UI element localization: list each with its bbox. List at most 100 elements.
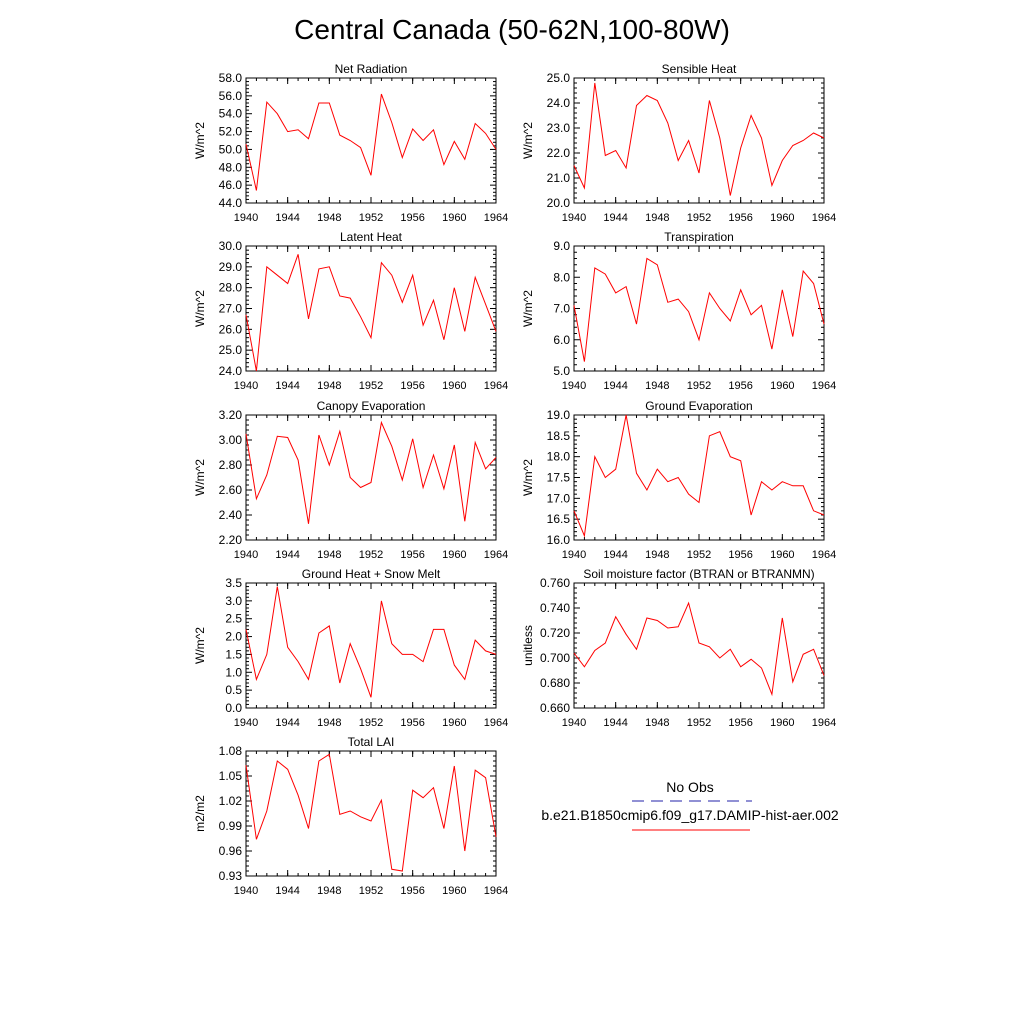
y-tick-label: 2.20 — [219, 533, 243, 547]
y-tick-label: 24.0 — [219, 364, 243, 378]
x-tick-label: 1944 — [603, 717, 627, 729]
y-tick-label: 0.740 — [540, 601, 570, 615]
x-tick-label: 1960 — [770, 717, 794, 729]
y-axis-label: W/m^2 — [193, 459, 207, 496]
x-tick-label: 1940 — [234, 380, 258, 392]
x-tick-label: 1940 — [562, 717, 586, 729]
y-axis-label: W/m^2 — [521, 290, 535, 327]
x-tick-label: 1948 — [317, 885, 341, 897]
y-tick-label: 0.680 — [540, 676, 570, 690]
chart-panel-9: Total LAI m2/m2 1940 1944 1948 1952 1956 1960 19… — [193, 735, 508, 897]
series-line — [573, 82, 825, 196]
y-tick-label: 0.0 — [225, 701, 242, 715]
y-tick-label: 0.99 — [219, 819, 243, 833]
y-tick-label: 9.0 — [553, 239, 570, 253]
x-tick-label: 1960 — [770, 549, 794, 561]
y-tick-label: 0.720 — [540, 626, 570, 640]
y-tick-label: 0.93 — [219, 869, 243, 883]
y-tick-label: 3.0 — [225, 594, 242, 608]
y-tick-label: 27.0 — [219, 302, 243, 316]
y-tick-label: 29.0 — [219, 260, 243, 274]
x-tick-label: 1944 — [603, 380, 627, 392]
x-tick-label: 1956 — [728, 717, 752, 729]
x-tick-label: 1956 — [728, 549, 752, 561]
y-tick-label: 22.0 — [547, 146, 571, 160]
panel-group: Net Radiation W/m^2 1940 1944 1948 1952 1956 19… — [193, 62, 836, 897]
y-tick-label: 21.0 — [547, 171, 571, 185]
x-tick-label: 1956 — [400, 212, 424, 224]
x-tick-label: 1956 — [400, 549, 424, 561]
x-tick-label: 1964 — [812, 549, 836, 561]
y-axis-label: unitless — [521, 625, 535, 666]
y-tick-label: 30.0 — [219, 239, 243, 253]
y-tick-label: 1.05 — [219, 769, 243, 783]
y-tick-label: 20.0 — [547, 196, 571, 210]
y-tick-label: 5.0 — [553, 364, 570, 378]
y-tick-label: 1.08 — [219, 744, 243, 758]
chart-panel-5: Canopy Evaporation W/m^2 1940 1944 1948 1952 1… — [193, 399, 508, 561]
y-axis-label: W/m^2 — [521, 459, 535, 496]
x-tick-label: 1956 — [400, 717, 424, 729]
series-line — [245, 586, 497, 698]
x-tick-label: 1956 — [400, 380, 424, 392]
x-tick-label: 1964 — [484, 885, 508, 897]
y-tick-label: 26.0 — [219, 322, 243, 336]
x-tick-label: 1948 — [317, 212, 341, 224]
x-tick-label: 1964 — [812, 212, 836, 224]
legend: No Obs b.e21.B1850cmip6.f09_g17.DAMIP-hi… — [541, 779, 839, 831]
x-tick-label: 1944 — [275, 549, 299, 561]
y-axis-label: m2/m2 — [193, 795, 207, 832]
x-tick-label: 1952 — [687, 549, 711, 561]
y-tick-label: 25.0 — [219, 343, 243, 357]
x-tick-label: 1964 — [484, 380, 508, 392]
y-tick-label: 2.40 — [219, 508, 243, 522]
x-tick-label: 1952 — [359, 717, 383, 729]
y-tick-label: 8.0 — [553, 270, 570, 284]
panel-title: Net Radiation — [335, 62, 408, 76]
plot-frame — [245, 750, 497, 877]
y-tick-label: 28.0 — [219, 281, 243, 295]
series-line — [245, 420, 497, 524]
panel-title: Soil moisture factor (BTRAN or BTRANMN) — [583, 567, 814, 581]
plot-frame — [245, 77, 497, 204]
y-tick-label: 6.0 — [553, 333, 570, 347]
y-tick-label: 2.80 — [219, 458, 243, 472]
x-tick-label: 1940 — [234, 885, 258, 897]
y-tick-label: 48.0 — [219, 160, 243, 174]
y-tick-label: 7.0 — [553, 302, 570, 316]
x-tick-label: 1944 — [275, 885, 299, 897]
y-tick-label: 2.5 — [225, 612, 242, 626]
x-tick-label: 1960 — [770, 212, 794, 224]
y-tick-label: 58.0 — [219, 71, 243, 85]
x-tick-label: 1940 — [234, 549, 258, 561]
x-tick-label: 1964 — [812, 380, 836, 392]
x-tick-label: 1940 — [234, 717, 258, 729]
x-tick-label: 1964 — [484, 212, 508, 224]
x-tick-label: 1940 — [562, 212, 586, 224]
series-line — [245, 93, 497, 191]
series-line — [573, 601, 825, 697]
x-tick-label: 1964 — [812, 717, 836, 729]
y-tick-label: 54.0 — [219, 107, 243, 121]
chart-panel-2: Sensible Heat W/m^2 1940 1944 1948 1952 1956 19… — [521, 62, 836, 224]
x-tick-label: 1964 — [484, 717, 508, 729]
y-tick-label: 3.00 — [219, 433, 243, 447]
x-tick-label: 1948 — [317, 380, 341, 392]
x-tick-label: 1948 — [317, 717, 341, 729]
x-tick-label: 1960 — [442, 885, 466, 897]
x-tick-label: 1948 — [645, 212, 669, 224]
x-tick-label: 1952 — [359, 380, 383, 392]
chart-panel-6: Ground Evaporation W/m^2 1940 1944 1948 1952 1… — [521, 399, 836, 561]
x-tick-label: 1944 — [603, 549, 627, 561]
chart-panel-3: Latent Heat W/m^2 1940 1944 1948 1952 1956 1960… — [193, 230, 508, 392]
x-tick-label: 1956 — [728, 212, 752, 224]
x-tick-label: 1952 — [687, 212, 711, 224]
x-tick-label: 1952 — [359, 885, 383, 897]
series-line — [245, 254, 497, 372]
chart-panel-1: Net Radiation W/m^2 1940 1944 1948 1952 1956 19… — [193, 62, 508, 224]
y-tick-label: 19.0 — [547, 408, 571, 422]
plot-frame — [573, 77, 825, 204]
plot-frame — [245, 245, 497, 372]
y-axis-label: W/m^2 — [193, 122, 207, 159]
